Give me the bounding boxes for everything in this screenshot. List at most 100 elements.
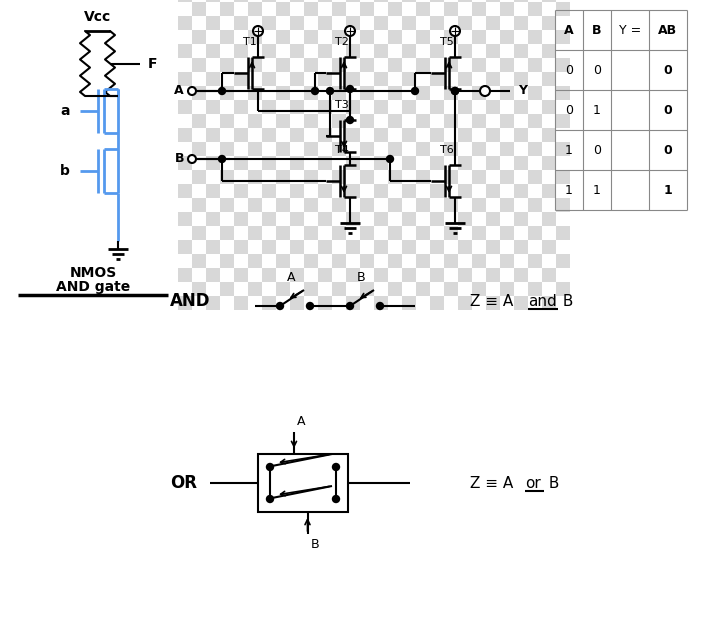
Bar [234,212,248,226]
Text: AB: AB [658,24,678,37]
Text: 1: 1 [593,104,601,117]
Bar [514,268,528,282]
Bar [514,72,528,86]
Circle shape [311,88,318,94]
Bar [472,226,486,240]
Bar [276,282,290,296]
Bar [472,30,486,44]
Bar [458,100,472,114]
Bar [430,44,444,58]
Circle shape [188,87,196,95]
Text: T5: T5 [440,37,454,47]
Bar [304,86,318,100]
Bar [178,44,192,58]
Bar [346,0,360,2]
Circle shape [376,302,383,309]
Bar [402,240,416,254]
Bar [178,240,192,254]
Bar [192,226,206,240]
Bar [402,212,416,226]
Bar [318,72,332,86]
Bar [220,198,234,212]
Bar [444,30,458,44]
Text: 0: 0 [593,143,601,156]
Bar [206,240,220,254]
Bar [332,58,346,72]
Bar [528,254,542,268]
Circle shape [326,88,333,94]
Bar [542,296,556,310]
Bar [402,296,416,310]
Text: 0: 0 [663,104,673,117]
Circle shape [188,155,196,163]
Bar [486,184,500,198]
Bar [360,58,374,72]
Bar [332,2,346,16]
Bar [472,254,486,268]
Bar [486,44,500,58]
Bar [178,212,192,226]
Bar [430,296,444,310]
Bar [542,156,556,170]
Bar [276,170,290,184]
Circle shape [266,496,273,502]
Bar [514,240,528,254]
Bar [220,30,234,44]
Bar [556,2,570,16]
Bar [290,0,304,2]
Bar [248,198,262,212]
Text: A: A [564,24,574,37]
Bar [234,296,248,310]
Bar [304,142,318,156]
Bar [234,44,248,58]
Bar [290,184,304,198]
Bar [192,170,206,184]
Bar [178,184,192,198]
Bar [206,44,220,58]
Bar [514,16,528,30]
Bar [402,268,416,282]
Bar [346,128,360,142]
Text: B: B [592,24,602,37]
Bar [290,156,304,170]
Text: Y =: Y = [619,24,641,37]
Bar [192,254,206,268]
Circle shape [451,88,458,94]
Bar [542,240,556,254]
Text: 1: 1 [565,143,573,156]
Bar [304,170,318,184]
Bar [416,254,430,268]
Bar [528,198,542,212]
Bar [318,0,332,2]
Bar [458,240,472,254]
Bar [374,296,388,310]
Bar [542,268,556,282]
Bar [192,114,206,128]
Bar [262,16,276,30]
Text: 1: 1 [593,183,601,196]
Bar [360,170,374,184]
Bar [528,282,542,296]
Bar [304,114,318,128]
Text: NMOS: NMOS [69,266,116,280]
Text: A: A [297,415,306,428]
Bar [430,72,444,86]
Text: and: and [528,294,557,309]
Bar [416,198,430,212]
Bar [332,170,346,184]
Bar [360,2,374,16]
Bar [290,240,304,254]
Bar [472,2,486,16]
Bar [346,72,360,86]
Bar [360,86,374,100]
Bar [444,58,458,72]
Bar [346,100,360,114]
Bar [258,454,348,512]
Bar [542,128,556,142]
Bar [360,142,374,156]
Bar [514,0,528,2]
Bar [248,142,262,156]
Bar [178,128,192,142]
Text: B: B [174,153,184,166]
Bar [486,100,500,114]
